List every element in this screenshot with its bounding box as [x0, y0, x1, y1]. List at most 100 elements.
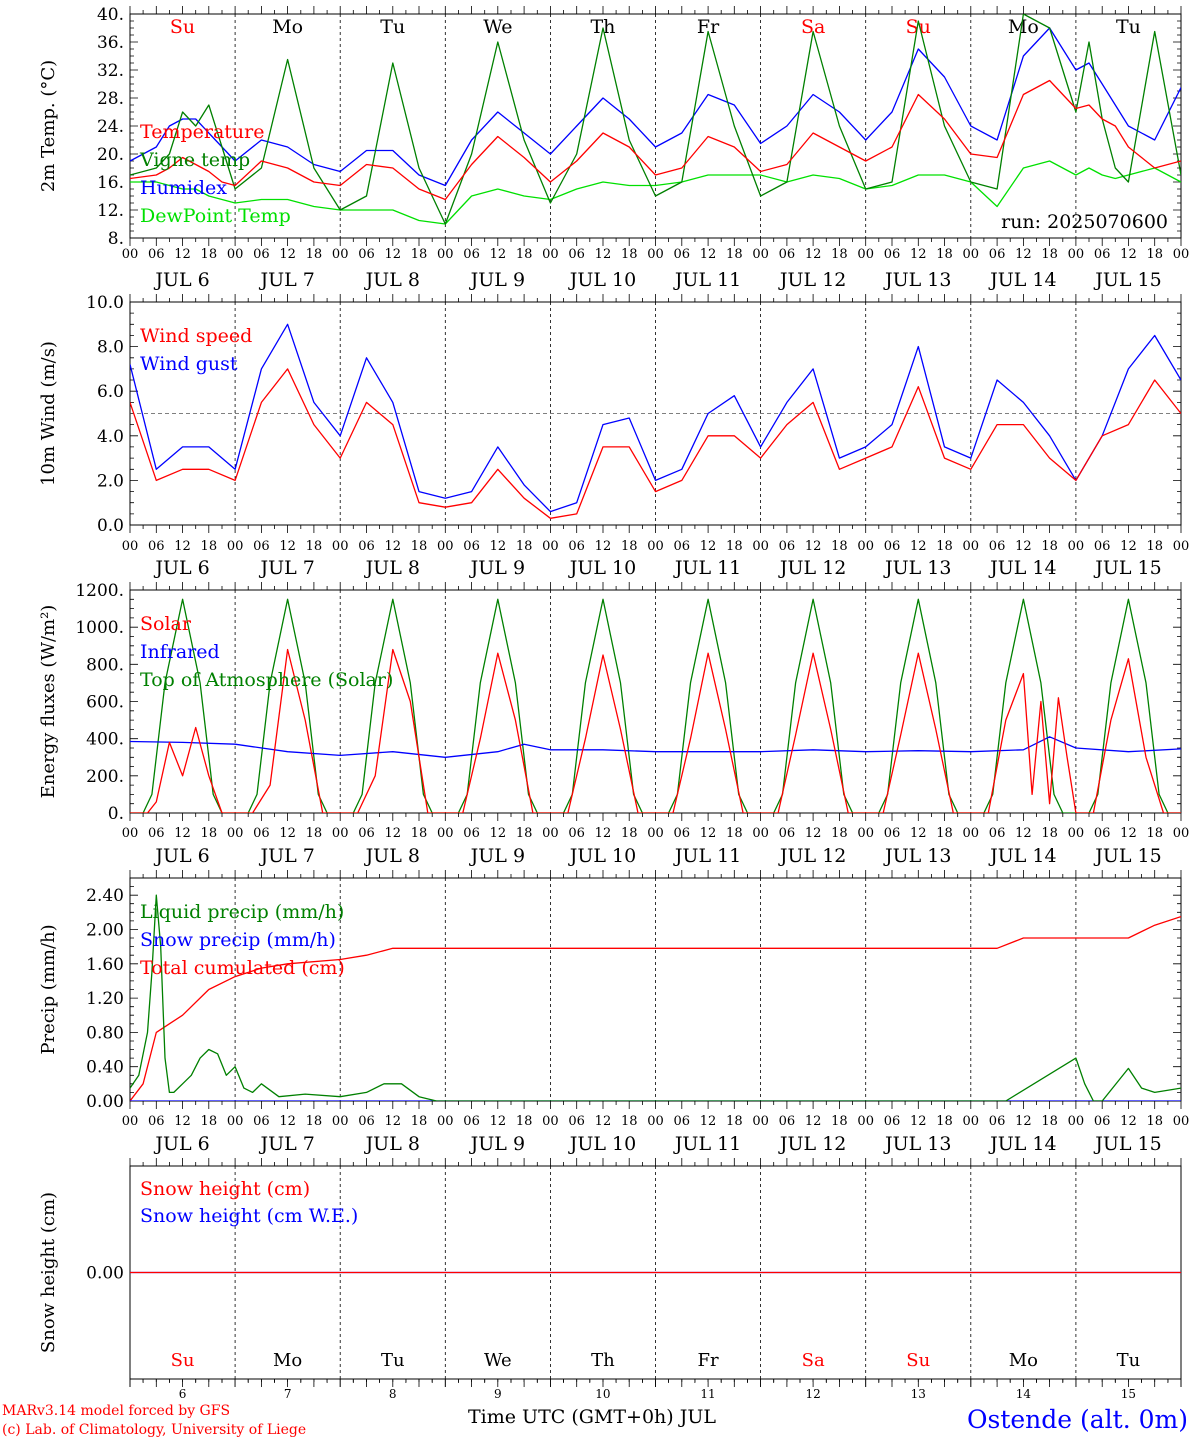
hour-tick-label: 18 — [831, 247, 848, 262]
hour-tick-label: 00 — [542, 539, 559, 554]
hour-tick-label: 06 — [148, 539, 165, 554]
date-label: JUL 14 — [988, 557, 1056, 579]
y-tick-label: 600. — [86, 693, 124, 713]
day-number-label: 12 — [806, 1387, 821, 1401]
date-label: JUL 14 — [988, 845, 1056, 867]
hour-tick-label: 12 — [490, 1114, 507, 1129]
hour-tick-label: 12 — [805, 826, 822, 841]
hour-tick-label: 00 — [542, 826, 559, 841]
date-label: JUL 14 — [988, 1133, 1056, 1155]
hour-tick-label: 06 — [463, 1114, 480, 1129]
station-name: Ostende (alt. 0m) — [967, 1405, 1188, 1434]
hour-tick-label: 18 — [831, 1114, 848, 1129]
day-number-label: 11 — [700, 1387, 715, 1401]
date-label: JUL 10 — [568, 557, 636, 579]
weekday-label: Fr — [698, 1350, 719, 1371]
weekday-label: Th — [590, 16, 615, 38]
date-label: JUL 15 — [1093, 1133, 1161, 1155]
hour-tick-label: 18 — [936, 539, 953, 554]
legend-entry: Temperature — [140, 121, 264, 143]
hour-tick-label: 00 — [963, 247, 980, 262]
hour-tick-label: 18 — [1146, 1114, 1163, 1129]
series-group — [130, 14, 1181, 225]
hour-tick-label: 00 — [332, 1114, 349, 1129]
series-group — [130, 894, 1181, 1101]
hour-tick-label: 06 — [253, 826, 270, 841]
hour-tick-label: 06 — [779, 247, 796, 262]
legend-entry: Humidex — [140, 177, 227, 199]
hour-tick-label: 06 — [253, 539, 270, 554]
series-group — [130, 598, 1181, 813]
hour-tick-label: 00 — [437, 539, 454, 554]
hour-tick-label: 00 — [647, 826, 664, 841]
date-label: JUL 7 — [258, 1133, 314, 1155]
run-annotation: run: 2025070600 — [1001, 211, 1168, 233]
weekday-label: We — [484, 1350, 512, 1371]
y-tick-label: 1.20 — [86, 989, 124, 1009]
date-label: JUL 11 — [673, 269, 741, 291]
hour-tick-label: 18 — [1041, 539, 1058, 554]
y-axis-ticks — [130, 13, 1181, 239]
weekday-label: Mo — [272, 16, 303, 38]
hour-tick-label: 18 — [306, 247, 323, 262]
y-tick-label: 2.00 — [86, 920, 124, 940]
date-label: JUL 13 — [883, 557, 951, 579]
day-number-label: 6 — [179, 1387, 187, 1401]
hour-tick-label: 00 — [227, 247, 244, 262]
hour-tick-label: 00 — [963, 826, 980, 841]
y-tick-label: 40. — [97, 5, 124, 25]
hour-tick-label: 18 — [306, 1114, 323, 1129]
weekday-label: Th — [591, 1350, 615, 1371]
date-label: JUL 8 — [364, 1133, 420, 1155]
weekday-label: We — [483, 16, 512, 38]
hour-tick-label: 06 — [674, 1114, 691, 1129]
date-label: JUL 14 — [988, 269, 1056, 291]
hour-tick-label: 06 — [148, 247, 165, 262]
hour-tick-label: 12 — [279, 539, 296, 554]
hour-tick-label: 18 — [936, 826, 953, 841]
date-label: JUL 12 — [778, 845, 846, 867]
panel-4: 0.00 0.40 0.80 1.20 1.60 2.00 2.40 Precip (mm/h… — [38, 870, 1189, 1155]
date-label: JUL 13 — [883, 845, 951, 867]
date-label: JUL 6 — [153, 845, 209, 867]
weekday-label: Tu — [381, 1350, 405, 1371]
hour-tick-label: 18 — [411, 539, 428, 554]
hour-tick-label: 18 — [936, 1114, 953, 1129]
hour-tick-label: 06 — [358, 826, 375, 841]
hour-tick-label: 06 — [358, 1114, 375, 1129]
weekday-label: Tu — [1117, 1350, 1141, 1371]
hour-tick-label: 00 — [122, 1114, 139, 1129]
panel-2: 0.0 2.0 4.0 6.0 8.0 10.0 10m Wind (m/s) 00 06 12 1… — [38, 293, 1189, 579]
legend-entry: Solar — [140, 613, 192, 635]
series-wind-speed — [130, 368, 1181, 519]
hour-tick-label: 06 — [253, 1114, 270, 1129]
weekday-label: Su — [170, 16, 195, 38]
hour-tick-label: 06 — [989, 1114, 1006, 1129]
hour-tick-label: 12 — [1015, 826, 1032, 841]
legend-entry: DewPoint Temp — [140, 205, 291, 227]
hour-tick-label: 12 — [1015, 247, 1032, 262]
hour-tick-label: 18 — [201, 1114, 218, 1129]
hour-tick-label: 00 — [122, 539, 139, 554]
hour-tick-label: 12 — [910, 247, 927, 262]
hour-tick-label: 06 — [989, 247, 1006, 262]
hour-tick-label: 18 — [1041, 1114, 1058, 1129]
hour-tick-label: 12 — [1120, 826, 1137, 841]
hour-tick-label: 18 — [1146, 247, 1163, 262]
hour-tick-label: 12 — [279, 247, 296, 262]
hour-tick-label: 12 — [805, 1114, 822, 1129]
hour-tick-label: 18 — [516, 826, 533, 841]
hour-tick-label: 18 — [726, 247, 743, 262]
hour-tick-label: 12 — [805, 539, 822, 554]
hour-tick-label: 00 — [332, 826, 349, 841]
y-tick-label: 28. — [97, 89, 124, 109]
hour-tick-label: 06 — [568, 1114, 585, 1129]
hour-tick-label: 18 — [306, 539, 323, 554]
series-dewpoint-temp — [130, 160, 1181, 225]
hour-tick-label: 06 — [1094, 826, 1111, 841]
hour-tick-label: 06 — [674, 539, 691, 554]
hour-tick-label: 06 — [779, 539, 796, 554]
date-label: JUL 13 — [883, 269, 951, 291]
hour-tick-label: 18 — [726, 539, 743, 554]
day-number-label: 15 — [1121, 1387, 1136, 1401]
